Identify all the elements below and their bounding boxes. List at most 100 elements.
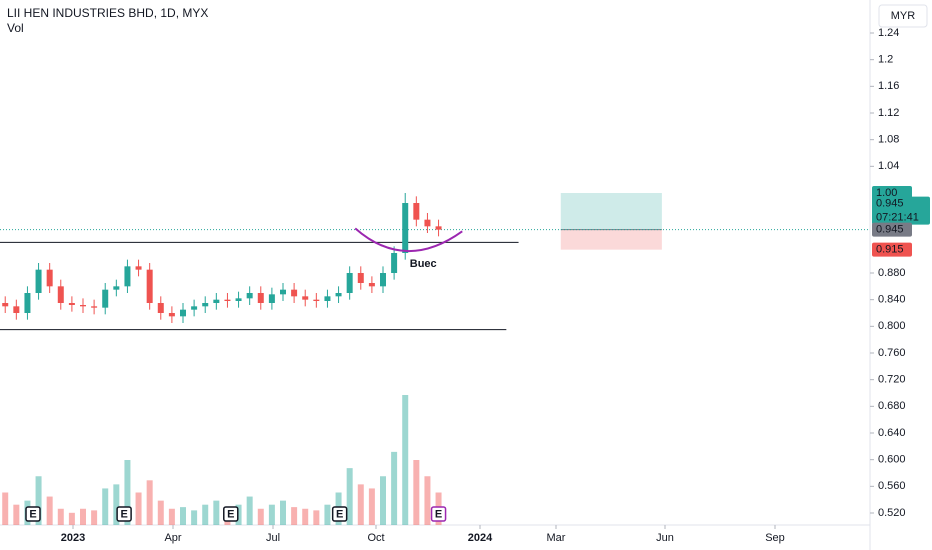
earnings-marker (223, 506, 239, 522)
x-tick-label: Jul (266, 532, 280, 544)
volume-bar (246, 496, 253, 525)
candle-body (180, 309, 186, 317)
volume-bar (46, 496, 53, 525)
y-tick-label: 0.800 (878, 320, 906, 332)
y-tick-label: 1.2 (878, 54, 893, 66)
candle-body (280, 289, 286, 295)
x-tick-label: Sep (765, 532, 785, 544)
candle-body (13, 306, 20, 313)
y-tick-label: 0.520 (878, 507, 906, 519)
volume-bar (191, 510, 198, 525)
volume-bar (168, 508, 175, 525)
y-tick-label: 0.760 (878, 347, 906, 359)
annotation-arc (354, 227, 463, 253)
volume-bar (68, 512, 75, 525)
candle-body (113, 286, 120, 290)
earnings-label: E (336, 508, 343, 520)
earnings-marker (25, 506, 41, 522)
volume-bar (268, 504, 275, 525)
earnings-label: E (435, 508, 442, 520)
volume-bar (180, 507, 186, 525)
volume-bar (57, 508, 64, 525)
y-tick-label: 0.840 (878, 294, 906, 306)
candle-body (424, 219, 431, 227)
candle-body (102, 289, 109, 308)
candle-body (368, 283, 375, 287)
x-tick-label: Jun (656, 532, 674, 544)
last-price-box (872, 196, 930, 225)
candle-body (246, 293, 253, 299)
volume-bar (235, 504, 242, 525)
annotation-label: Buec (410, 258, 437, 270)
candle-body (202, 303, 209, 307)
candle-body (80, 305, 86, 307)
candle-body (268, 294, 275, 303)
candle-body (168, 313, 175, 317)
volume-bar (257, 508, 264, 525)
target-label: 1.00 (876, 187, 897, 199)
candle-body (435, 226, 442, 230)
x-tick-label: Oct (367, 532, 384, 544)
currency-button[interactable] (878, 4, 928, 28)
candle-body (135, 266, 142, 270)
volume-bar (102, 488, 109, 525)
y-tick-label: 0.560 (878, 480, 906, 492)
candle-body (324, 296, 331, 301)
candle-body (191, 306, 198, 310)
volume-bar (113, 484, 120, 525)
volume-bar (368, 488, 375, 525)
candle-body (146, 269, 153, 303)
volume-bar (157, 500, 164, 525)
x-tick-label: Apr (164, 532, 181, 544)
volume-bar (2, 492, 9, 525)
stop-label-box (872, 242, 912, 257)
earnings-label: E (227, 508, 234, 520)
volume-bar (35, 476, 42, 525)
candle-body (313, 299, 320, 301)
volume-bar (13, 504, 20, 525)
y-tick-label: 1.24 (878, 27, 899, 39)
volume-bar (402, 395, 409, 525)
volume-bar (346, 468, 353, 525)
candle-body (357, 273, 364, 283)
stop-zone (560, 229, 662, 250)
candle-body (291, 289, 298, 297)
y-tick-label: 1.16 (878, 80, 899, 92)
y-tick-label: 0.600 (878, 454, 906, 466)
candle-body (213, 299, 220, 303)
volume-bar (213, 500, 220, 525)
y-tick-label: 0.680 (878, 400, 906, 412)
candle-body (157, 303, 164, 313)
candle-body (91, 306, 98, 308)
volume-bar (91, 510, 98, 525)
candle-body (2, 303, 9, 307)
volume-bar (146, 480, 153, 525)
candle-body (380, 273, 386, 287)
candle-body (46, 269, 53, 287)
candle-body (24, 293, 31, 313)
candle-body (335, 293, 342, 297)
volume-bar (302, 508, 309, 525)
x-tick-label: Mar (547, 532, 566, 544)
target-label-box (872, 186, 912, 200)
volume-bar (313, 510, 320, 525)
earnings-label: E (29, 508, 36, 520)
y-tick-label: 1.08 (878, 134, 899, 146)
earnings-marker (430, 506, 447, 522)
x-tick-label: 2023 (61, 532, 85, 544)
volume-bar (424, 476, 431, 525)
candle-body (346, 273, 353, 293)
volume-bar (413, 460, 420, 525)
y-tick-label: 1.12 (878, 107, 899, 119)
target-zone (560, 193, 662, 230)
y-tick-label: 0.720 (878, 374, 906, 386)
stop-label: 0.915 (876, 244, 904, 256)
volume-bar (135, 492, 142, 525)
y-tick-label: 0.640 (878, 427, 906, 439)
volume-bar (291, 507, 298, 525)
candle-body (57, 286, 64, 303)
last-price-label: 0.945 (876, 198, 904, 210)
candle-body (68, 303, 75, 305)
